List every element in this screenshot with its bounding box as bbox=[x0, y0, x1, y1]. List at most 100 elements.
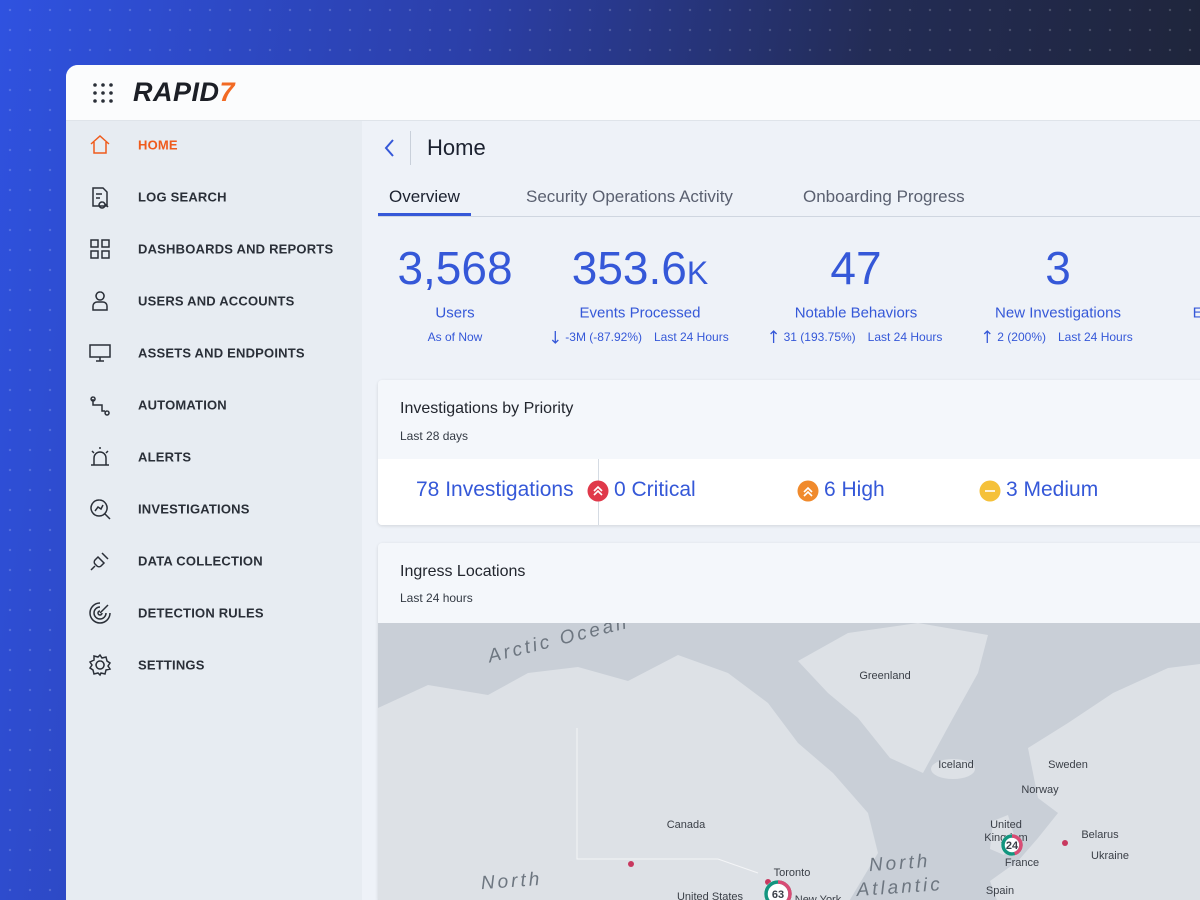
ingress-map[interactable]: Arctic OceanNorthAtlanticNorthSvalbardGr… bbox=[378, 623, 1200, 900]
sea-label: North bbox=[868, 851, 931, 876]
stat-label: Notable Behaviors bbox=[794, 304, 918, 322]
stat-value: 3 bbox=[1045, 241, 1071, 295]
cluster-count: 63 bbox=[772, 889, 784, 900]
nav-icon bbox=[90, 239, 110, 259]
top-bar: RAPID7 bbox=[66, 65, 1200, 121]
icon-shape bbox=[90, 239, 110, 259]
icon-shape bbox=[90, 134, 110, 154]
nav-item[interactable]: DATA COLLECTION bbox=[138, 553, 263, 569]
place-label: Canada bbox=[667, 819, 706, 831]
card-title: Investigations by Priority bbox=[400, 400, 574, 417]
card-title: Ingress Locations bbox=[400, 563, 526, 580]
tab[interactable]: Onboarding Progress bbox=[803, 187, 965, 206]
nav-icon bbox=[90, 134, 110, 154]
tab[interactable]: Overview bbox=[389, 187, 460, 206]
stat-label: Users bbox=[435, 304, 475, 322]
land bbox=[990, 664, 1200, 900]
priority-card: Investigations by Priority Last 28 days bbox=[378, 380, 1200, 525]
place-label: Spain bbox=[986, 885, 1014, 897]
priority-level[interactable]: 6 High bbox=[824, 478, 885, 501]
location-dot bbox=[628, 861, 634, 867]
nav-item[interactable]: INVESTIGATIONS bbox=[138, 501, 250, 517]
cluster-count: 24 bbox=[1006, 840, 1019, 852]
place-label: Ukraine bbox=[1091, 850, 1129, 862]
nav-item[interactable]: DASHBOARDS AND REPORTS bbox=[138, 241, 334, 257]
place-label: Svalbard bbox=[1054, 623, 1097, 626]
nav-item[interactable]: DETECTION RULES bbox=[138, 605, 264, 621]
place-label: Sweden bbox=[1048, 759, 1088, 771]
brand-mark: 7 bbox=[219, 77, 236, 107]
stat-number: 47 bbox=[830, 242, 882, 294]
icon-shape bbox=[91, 447, 109, 466]
icon-shape bbox=[89, 602, 111, 624]
change-period: Last 24 Hours bbox=[867, 330, 943, 344]
stat-label: End bbox=[1192, 304, 1200, 322]
place-label: Toronto bbox=[774, 867, 811, 879]
priority-icon bbox=[797, 480, 819, 502]
priority-glyph bbox=[803, 486, 813, 497]
location-cluster[interactable]: 24 bbox=[1001, 834, 1023, 856]
change-period: Last 24 Hours bbox=[653, 330, 729, 344]
priority-level[interactable]: 3 Medium bbox=[1006, 478, 1099, 501]
tab-border bbox=[378, 216, 1200, 217]
stat-unit: K bbox=[686, 255, 709, 291]
nav-item[interactable]: ASSETS AND ENDPOINTS bbox=[138, 345, 305, 361]
stat-number: 3,568 bbox=[397, 242, 513, 294]
nav-item[interactable]: SETTINGS bbox=[138, 657, 205, 673]
stat-change: 2 (200%) Last 24 Hours bbox=[983, 330, 1133, 344]
back-button[interactable] bbox=[382, 137, 398, 159]
priority-row bbox=[378, 459, 1200, 525]
location-cluster[interactable]: 63 bbox=[764, 880, 792, 900]
priority-glyph bbox=[593, 485, 603, 496]
nav-item[interactable]: USERS AND ACCOUNTS bbox=[138, 293, 295, 309]
stat-label: New Investigations bbox=[995, 304, 1121, 322]
card-subtitle: Last 28 days bbox=[400, 429, 469, 443]
nav-item[interactable]: ALERTS bbox=[138, 449, 192, 465]
tab[interactable]: Security Operations Activity bbox=[526, 187, 733, 206]
icon-shape bbox=[92, 187, 109, 209]
place-label: Belarus bbox=[1081, 829, 1119, 841]
icon-shape bbox=[89, 344, 111, 362]
icon-shape bbox=[92, 291, 108, 311]
land bbox=[378, 655, 878, 900]
icon-shape bbox=[88, 653, 112, 677]
trend-arrow bbox=[770, 330, 778, 343]
place-label: United States bbox=[677, 891, 744, 900]
nav-icon bbox=[90, 499, 111, 520]
stat-value: 353.6K bbox=[572, 241, 708, 295]
sea-label: Atlantic bbox=[855, 874, 944, 900]
arrow-shape bbox=[770, 330, 778, 343]
icon-shape bbox=[90, 396, 110, 416]
stat-value: 47 bbox=[830, 241, 881, 295]
nav-item[interactable]: AUTOMATION bbox=[138, 397, 227, 413]
nav-icon bbox=[89, 602, 111, 624]
place-label: New York bbox=[795, 894, 842, 900]
nav-item[interactable]: HOME bbox=[138, 137, 178, 153]
brand-name: RAPID bbox=[133, 77, 220, 107]
sidebar: HOME LOG SEARCH DASHBOARDS AND REPORTS USER… bbox=[66, 121, 362, 900]
land bbox=[798, 623, 988, 773]
stat-note: As of Now bbox=[427, 330, 483, 344]
page-title: Home bbox=[427, 135, 486, 160]
change-value: 31 (193.75%) bbox=[783, 330, 856, 344]
stat-value: 3,568 bbox=[397, 241, 512, 295]
app-menu-icon[interactable] bbox=[92, 82, 114, 104]
card-subtitle: Last 24 hours bbox=[400, 591, 473, 605]
change-value: -3M (-87.92%) bbox=[565, 330, 642, 344]
ingress-card: Ingress Locations Last 24 hours Arctic O… bbox=[378, 543, 1200, 900]
brand-logo[interactable]: RAPID7 bbox=[133, 77, 235, 108]
cluster-ring bbox=[764, 880, 792, 900]
app-window: RAPID7 HOME LOG SEARCH DASHBOARDS AND REPO… bbox=[66, 65, 1200, 900]
icon-shape bbox=[90, 552, 109, 571]
stat-number: 3 bbox=[1045, 242, 1071, 294]
investigation-total[interactable]: 78 Investigations bbox=[416, 478, 574, 501]
location-dot bbox=[1062, 840, 1068, 846]
nav-icon bbox=[91, 447, 109, 466]
trend-arrow bbox=[551, 331, 559, 344]
sea-label: North bbox=[480, 869, 543, 894]
title-divider bbox=[410, 131, 411, 165]
nav-item[interactable]: LOG SEARCH bbox=[138, 189, 227, 205]
nav-icon bbox=[90, 396, 110, 416]
priority-level[interactable]: 0 Critical bbox=[614, 478, 696, 501]
